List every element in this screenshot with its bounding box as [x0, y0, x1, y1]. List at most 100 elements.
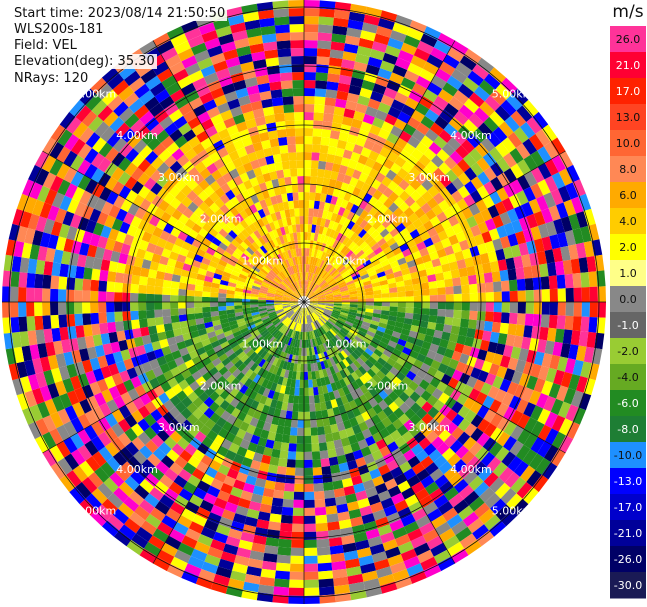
range-gate-cell: [550, 449, 566, 467]
range-gate-cell: [418, 326, 428, 335]
range-gate-cell: [373, 302, 382, 307]
range-gate-cell: [451, 242, 462, 254]
range-gate-cell: [323, 113, 334, 123]
range-gate-cell: [325, 194, 333, 204]
range-gate-cell: [349, 306, 358, 311]
range-gate-cell: [350, 255, 359, 263]
range-gate-cell: [517, 413, 531, 429]
range-gate-cell: [311, 248, 316, 257]
range-gate-cell: [508, 194, 522, 209]
range-gate-cell: [483, 166, 497, 182]
range-gate-cell: [541, 353, 553, 368]
range-gate-cell: [330, 130, 341, 140]
range-gate-cell: [320, 344, 326, 353]
range-gate-cell: [558, 168, 573, 186]
range-gate-cell: [390, 466, 403, 479]
range-gate-cell: [451, 350, 462, 362]
range-gate-cell: [314, 310, 322, 317]
range-gate-cell: [510, 410, 524, 425]
range-gate-cell: [453, 110, 469, 126]
range-gate-cell: [313, 265, 318, 274]
range-gate-cell: [393, 473, 407, 486]
range-gate-cell: [352, 324, 361, 331]
range-gate-cell: [415, 141, 429, 155]
range-gate-cell: [506, 381, 519, 396]
range-gate-cell: [329, 328, 337, 337]
range-gate-cell: [537, 408, 551, 425]
range-gate-cell: [415, 419, 427, 432]
range-gate-cell: [421, 340, 432, 350]
range-gate-cell: [440, 219, 452, 231]
range-gate-cell: [543, 445, 559, 463]
range-gate-cell: [397, 84, 412, 98]
range-gate-cell: [316, 328, 322, 337]
range-gate-cell: [316, 293, 325, 297]
range-gate-cell: [304, 208, 309, 217]
range-gate-cell: [557, 302, 566, 316]
range-gate-cell: [425, 430, 439, 444]
range-gate-cell: [462, 77, 479, 93]
range-gate-cell: [332, 568, 348, 579]
range-gate-cell: [430, 47, 447, 62]
range-gate-cell: [439, 480, 454, 495]
range-gate-cell: [397, 296, 406, 302]
range-gate-cell: [394, 156, 407, 168]
range-gate-cell: [412, 283, 422, 291]
range-gate-cell: [461, 139, 475, 154]
range-gate-cell: [499, 322, 509, 335]
range-gate-cell: [363, 203, 374, 213]
range-gate-cell: [343, 485, 356, 496]
range-gate-cell: [335, 344, 343, 353]
range-gate-cell: [331, 122, 342, 132]
range-gate-cell: [365, 305, 374, 310]
range-gate-cell: [306, 280, 309, 289]
range-gate-cell: [321, 314, 330, 320]
range-gate-cell: [495, 343, 506, 356]
range-gate-cell: [347, 374, 356, 384]
range-gate-cell: [526, 213, 538, 229]
range-gate-cell: [411, 443, 424, 456]
range-gate-cell: [338, 429, 348, 440]
range-gate-cell: [451, 426, 465, 440]
range-gate-cell: [476, 405, 490, 419]
range-gate-cell: [480, 208, 493, 222]
range-gate-cell: [309, 184, 317, 193]
range-gate-cell: [365, 308, 374, 313]
range-gate-cell: [340, 309, 349, 314]
range-gate-cell: [444, 434, 458, 448]
range-gate-cell: [346, 383, 355, 393]
range-gate-cell: [326, 245, 333, 254]
range-gate-cell: [353, 360, 362, 369]
range-gate-cell: [548, 275, 558, 290]
range-gate-cell: [501, 137, 516, 153]
range-gate-cell: [305, 315, 308, 324]
range-gate-cell: [483, 181, 497, 195]
range-gate-cell: [304, 216, 309, 225]
range-gate-cell: [317, 328, 323, 336]
range-gate-cell: [329, 357, 336, 366]
range-gate-cell: [456, 334, 467, 345]
range-gate-cell: [421, 254, 432, 264]
range-gate-cell: [311, 282, 316, 291]
range-gate-cell: [571, 390, 584, 408]
range-gate-cell: [530, 183, 544, 199]
range-gate-cell: [438, 89, 454, 103]
range-gate-cell: [391, 99, 405, 112]
range-gate-cell: [499, 211, 512, 226]
range-gate-cell: [517, 290, 526, 302]
range-gate-cell: [459, 353, 470, 365]
range-gate-cell: [578, 193, 592, 212]
range-gate-cell: [439, 61, 456, 76]
range-gate-cell: [438, 429, 452, 442]
range-gate-cell: [520, 465, 536, 482]
range-gate-cell: [416, 122, 430, 136]
range-gate-cell: [378, 341, 388, 349]
range-gate-cell: [318, 317, 326, 325]
range-gate-cell: [340, 395, 349, 405]
range-gate-cell: [313, 249, 318, 258]
range-gate-cell: [379, 445, 391, 457]
range-gate-cell: [361, 362, 371, 372]
range-gate-cell: [459, 55, 477, 71]
range-gate-cell: [363, 280, 372, 286]
range-gate-cell: [317, 303, 326, 306]
